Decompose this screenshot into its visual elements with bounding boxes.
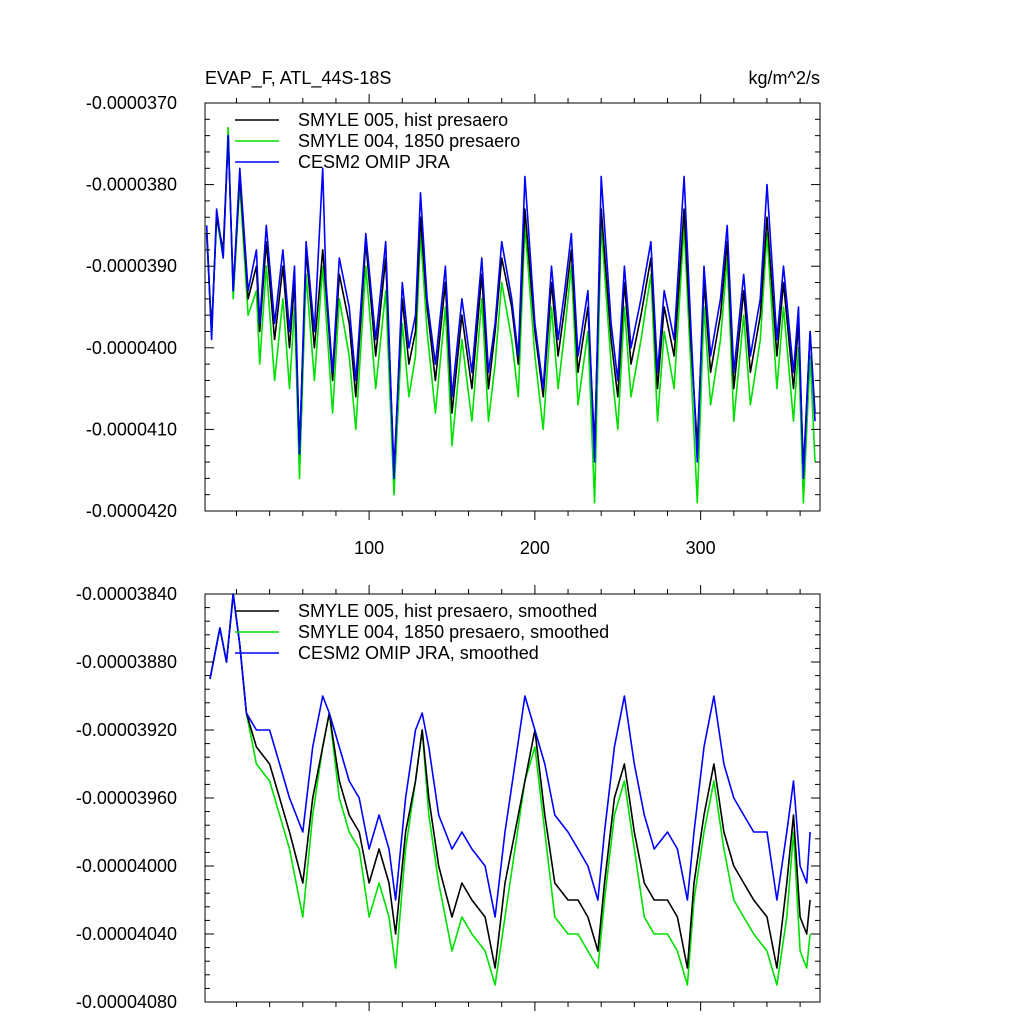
y-tick-label: -0.00004000 bbox=[76, 856, 177, 876]
legend-label: SMYLE 004, 1850 presaero, smoothed bbox=[298, 622, 609, 642]
axis-ticks: -0.0000370 -0.0000380 -0.0000390 -0.0000400… bbox=[86, 93, 820, 558]
plot-frame bbox=[204, 102, 821, 512]
series-line-2 bbox=[205, 134, 816, 480]
legend-label: SMYLE 005, hist presaero bbox=[298, 110, 508, 130]
y-tick-label: -0.0000390 bbox=[86, 256, 177, 276]
chart-title: EVAP_F, ATL_44S-18S bbox=[205, 68, 391, 89]
y-tick-label: -0.0000380 bbox=[86, 175, 177, 195]
axis-ticks: -0.00003840 -0.00003880 -0.00003920 -0.0000… bbox=[76, 584, 820, 1012]
legend-label: CESM2 OMIP JRA bbox=[298, 152, 450, 172]
series-line-0 bbox=[209, 593, 811, 969]
series-group bbox=[205, 126, 816, 504]
y-tick-label: -0.0000410 bbox=[86, 419, 177, 439]
y-tick-label: -0.00004080 bbox=[76, 992, 177, 1012]
legend-label: CESM2 OMIP JRA, smoothed bbox=[298, 643, 539, 663]
chart-units: kg/m^2/s bbox=[749, 68, 820, 88]
legend-label: SMYLE 004, 1850 presaero bbox=[298, 131, 520, 151]
chart-legend: SMYLE 005, hist presaero, smoothedSMYLE … bbox=[235, 601, 609, 663]
x-tick-label: 100 bbox=[354, 538, 384, 558]
series-group bbox=[209, 593, 811, 986]
top-chart-panel: EVAP_F, ATL_44S-18S kg/m^2/s -0.0000370-… bbox=[86, 68, 821, 558]
bottom-chart-panel: -0.00003840 -0.00003880 -0.00003920 -0.0000… bbox=[76, 584, 821, 1012]
x-tick-label: 200 bbox=[520, 538, 550, 558]
series-line-2 bbox=[209, 593, 811, 918]
y-tick-label: -0.00003920 bbox=[76, 720, 177, 740]
y-tick-label: -0.0000370 bbox=[86, 93, 177, 113]
y-tick-label: -0.0000400 bbox=[86, 338, 177, 358]
series-line-1 bbox=[209, 593, 811, 986]
y-tick-label: -0.0000420 bbox=[86, 501, 177, 521]
x-tick-label: 300 bbox=[686, 538, 716, 558]
series-line-0 bbox=[205, 134, 816, 472]
y-tick-label: -0.00003960 bbox=[76, 788, 177, 808]
y-tick-label: -0.00003880 bbox=[76, 652, 177, 672]
series-line-1 bbox=[205, 126, 816, 504]
y-tick-label: -0.00003840 bbox=[76, 584, 177, 604]
y-tick-label: -0.00004040 bbox=[76, 924, 177, 944]
legend-label: SMYLE 005, hist presaero, smoothed bbox=[298, 601, 597, 621]
